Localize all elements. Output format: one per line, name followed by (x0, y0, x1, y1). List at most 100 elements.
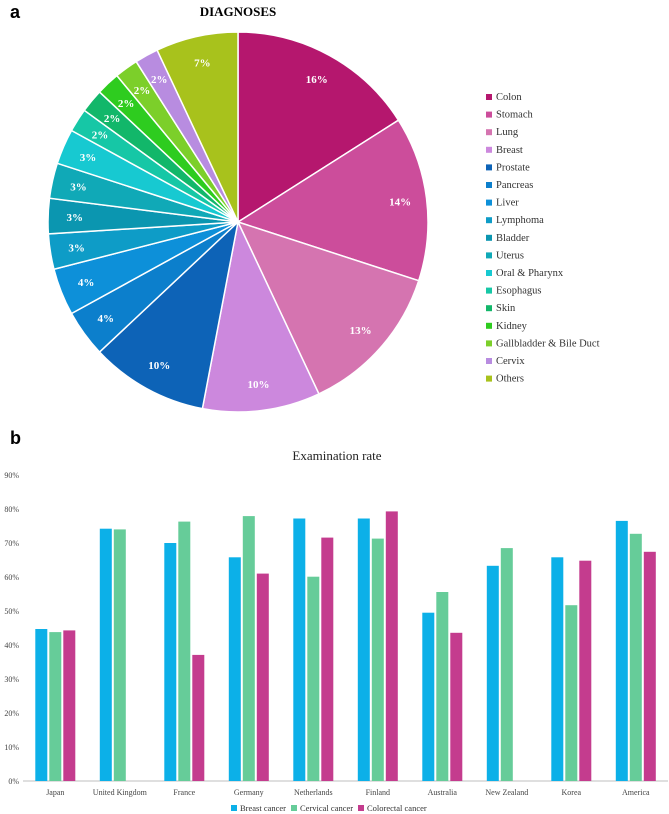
bar-germany-breast-cancer (228, 557, 241, 781)
pie-label-stomach: 14% (389, 197, 411, 209)
bar-korea-breast-cancer (551, 557, 564, 781)
bar-japan-cervical-cancer (49, 632, 62, 781)
bar-united-kingdom-breast-cancer (99, 528, 112, 781)
y-tick-1: 10% (4, 743, 19, 752)
x-tick-japan: Japan (46, 788, 64, 797)
bar-japan-colorectal-cancer (63, 630, 76, 781)
pie-label-lung: 13% (350, 325, 372, 337)
legend-label-liver: Liver (496, 198, 519, 209)
bar-legend-swatch-breast-cancer (231, 805, 237, 811)
x-tick-australia: Australia (428, 788, 458, 797)
legend-swatch-others (486, 375, 492, 382)
x-tick-finland: Finland (366, 788, 390, 797)
legend-label-lung: Lung (496, 127, 519, 138)
legend-label-gallbladder-bile-duct: Gallbladder & Bile Duct (496, 338, 600, 349)
bar-korea-cervical-cancer (565, 605, 578, 781)
legend-label-cervix: Cervix (496, 356, 525, 367)
legend-swatch-oral-pharynx (486, 270, 492, 276)
x-tick-france: France (173, 788, 195, 797)
bar-korea-colorectal-cancer (579, 560, 592, 781)
bar-legend-swatch-cervical-cancer (291, 805, 297, 811)
legend-swatch-skin (486, 305, 492, 312)
pie-label-bladder: 3% (66, 212, 83, 224)
pie-label-skin: 2% (104, 113, 121, 125)
bar-united-kingdom-cervical-cancer (113, 529, 126, 781)
y-tick-5: 50% (4, 607, 19, 616)
pie-title: DIAGNOSES (200, 4, 277, 19)
pie-label-colon: 16% (306, 74, 328, 86)
bar-america-cervical-cancer (629, 533, 642, 781)
bar-finland-cervical-cancer (371, 538, 384, 781)
bar-america-colorectal-cancer (643, 551, 656, 781)
legend-label-colon: Colon (496, 92, 522, 103)
y-tick-7: 70% (4, 539, 19, 548)
pie-label-lymphoma: 3% (68, 243, 85, 255)
legend-swatch-kidney (486, 322, 492, 329)
pie-label-breast: 10% (248, 379, 270, 391)
pie-slice-colon (237, 31, 400, 224)
legend-swatch-colon (486, 94, 492, 100)
bar-legend-label-colorectal-cancer: Colorectal cancer (367, 803, 427, 813)
bar-germany-colorectal-cancer (256, 573, 269, 781)
bar-australia-cervical-cancer (436, 592, 449, 781)
legend-swatch-lymphoma (486, 217, 492, 224)
bar-title: Examination rate (292, 448, 381, 463)
legend-swatch-uterus (486, 252, 492, 259)
y-tick-3: 30% (4, 675, 19, 684)
y-tick-6: 60% (4, 573, 19, 582)
bar-finland-colorectal-cancer (385, 511, 398, 781)
pie-label-others: 7% (194, 58, 211, 70)
legend-swatch-bladder (486, 234, 492, 241)
pie-slice-lung (236, 220, 420, 395)
bar-new-zealand-cervical-cancer (500, 548, 513, 781)
bar-legend-swatch-colorectal-cancer (358, 805, 364, 811)
legend-label-esophagus: Esophagus (496, 286, 542, 297)
bar-america-breast-cancer (615, 520, 628, 781)
bar-france-cervical-cancer (178, 521, 191, 781)
legend-label-pancreas: Pancreas (496, 180, 533, 191)
y-tick-0: 0% (8, 777, 19, 786)
bar-france-colorectal-cancer (192, 654, 205, 781)
pie-slice-prostate (98, 219, 240, 410)
y-tick-4: 40% (4, 641, 19, 650)
legend-label-bladder: Bladder (496, 233, 530, 244)
pie-slice-breast (201, 219, 320, 413)
legend-swatch-gallbladder-bile-duct (486, 340, 492, 347)
legend-label-others: Others (496, 374, 524, 385)
legend-label-skin: Skin (496, 303, 516, 314)
legend-label-oral-pharynx: Oral & Pharynx (496, 268, 564, 279)
panel-label-b: b (10, 428, 21, 448)
pie-label-gallbladder-bile-duct: 2% (134, 85, 151, 97)
x-tick-korea: Korea (562, 788, 582, 797)
legend-swatch-pancreas (486, 182, 492, 188)
legend-swatch-stomach (486, 111, 492, 118)
x-tick-netherlands: Netherlands (294, 788, 333, 797)
pie-label-prostate: 10% (148, 360, 170, 372)
bar-australia-colorectal-cancer (450, 632, 463, 781)
pie-slice-others (156, 31, 239, 223)
bar-australia-breast-cancer (422, 612, 435, 781)
legend-label-breast: Breast (496, 145, 523, 156)
pie-label-oral-pharynx: 3% (80, 152, 97, 164)
legend-swatch-breast (486, 146, 492, 153)
bar-new-zealand-breast-cancer (486, 565, 499, 781)
pie-slice-stomach (236, 119, 429, 282)
pie-label-liver: 4% (78, 277, 95, 289)
legend-label-kidney: Kidney (496, 321, 528, 332)
legend-swatch-prostate (486, 164, 492, 171)
pie-label-uterus: 3% (70, 181, 87, 193)
legend-label-stomach: Stomach (496, 110, 533, 121)
bar-netherlands-breast-cancer (293, 518, 306, 781)
legend-label-lymphoma: Lymphoma (496, 215, 544, 226)
x-tick-new-zealand: New Zealand (485, 788, 528, 797)
legend-label-uterus: Uterus (496, 250, 524, 261)
panel-label-a: a (10, 2, 21, 22)
bar-legend-label-cervical-cancer: Cervical cancer (300, 803, 353, 813)
legend-swatch-lung (486, 129, 492, 136)
pie-label-cervix: 2% (151, 74, 168, 86)
pie-chart: DIAGNOSES 16%14%13%10%10%4%4%3%3%3%3%2%2… (47, 4, 600, 413)
legend-swatch-esophagus (486, 287, 492, 294)
bar-netherlands-cervical-cancer (307, 576, 320, 781)
pie-label-pancreas: 4% (98, 313, 115, 325)
